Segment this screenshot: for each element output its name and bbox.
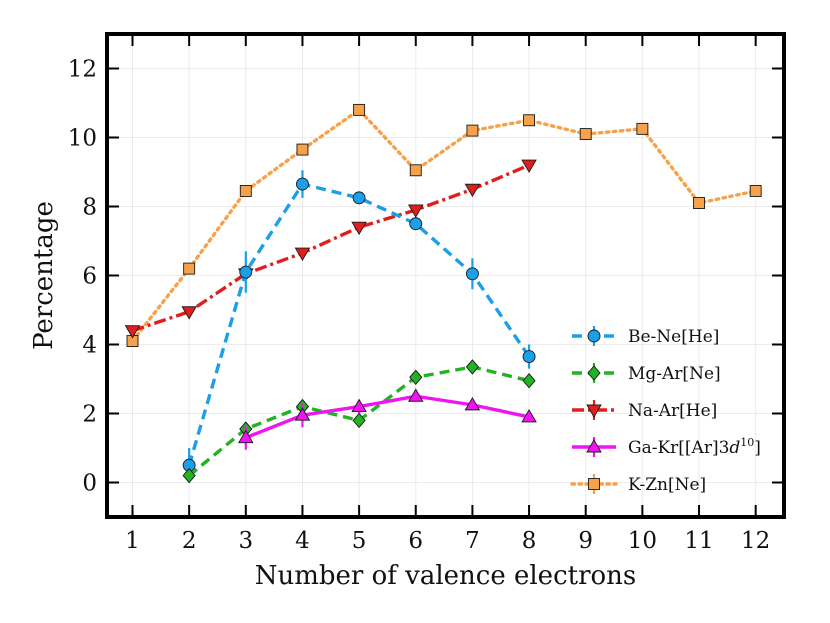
legend-item: K-Zn[Ne]	[570, 474, 706, 495]
series-Ga-Kr[[Ar]3d10]	[238, 388, 537, 450]
y-tick-label: 10	[68, 126, 97, 152]
series-K-Zn[Ne]	[126, 103, 762, 347]
series-line	[130, 108, 758, 343]
legend-label: K-Zn[Ne]	[628, 475, 706, 495]
legend-item: Ga-Kr[[Ar]3d10]	[572, 436, 761, 458]
y-tick-label: 8	[82, 195, 97, 221]
data-point	[352, 412, 366, 429]
data-point	[521, 159, 537, 173]
data-point	[296, 143, 309, 156]
data-point	[183, 262, 196, 275]
legend-marker	[586, 439, 602, 453]
data-point	[351, 221, 367, 236]
data-point	[464, 396, 481, 411]
x-tick-label: 2	[182, 528, 197, 554]
x-axis-title: Number of valence electrons	[255, 561, 637, 591]
data-point	[464, 183, 481, 198]
data-point	[352, 191, 366, 205]
legend-marker	[588, 478, 600, 490]
legend-label: Ga-Kr[[Ar]3d10]	[628, 436, 761, 458]
data-point	[466, 124, 479, 137]
data-point	[521, 409, 537, 423]
data-point	[465, 267, 479, 281]
data-point	[522, 350, 536, 364]
legend-label: Be-Ne[He]	[628, 327, 719, 347]
data-point	[579, 128, 592, 141]
data-point	[693, 197, 705, 210]
data-point	[239, 185, 252, 197]
data-point	[465, 359, 480, 375]
plot-series	[124, 103, 762, 484]
legend-label: Mg-Ar[Ne]	[628, 364, 721, 384]
data-point	[749, 185, 762, 197]
x-tick-label: 12	[741, 528, 770, 554]
y-tick-label: 2	[82, 402, 97, 428]
data-point	[522, 373, 536, 389]
x-tick-label: 8	[522, 528, 537, 554]
data-point	[409, 164, 422, 177]
data-point	[294, 407, 311, 421]
data-point	[181, 306, 197, 320]
series-line	[245, 394, 530, 440]
legend-item: Mg-Ar[Ne]	[572, 363, 721, 384]
series-line	[131, 163, 530, 333]
x-tick-label: 6	[408, 528, 423, 554]
x-tick-label: 1	[125, 528, 140, 554]
legend-marker	[587, 365, 601, 381]
legend-marker	[586, 404, 602, 418]
data-point	[182, 467, 196, 484]
y-tick-label: 12	[68, 57, 97, 83]
data-point	[238, 429, 254, 444]
data-point	[523, 114, 536, 127]
data-point	[407, 388, 424, 402]
x-tick-label: 3	[238, 528, 253, 554]
data-point	[294, 247, 311, 261]
x-tick-label: 9	[578, 528, 593, 554]
x-tick-label: 11	[684, 528, 713, 554]
legend-item: Na-Ar[He]	[572, 400, 717, 421]
legend-label: Na-Ar[He]	[628, 401, 717, 421]
legend-item: Be-Ne[He]	[572, 326, 719, 347]
data-point	[409, 217, 423, 231]
legend: Be-Ne[He] Mg-Ar[Ne] Na-Ar[He] Ga-Kr[[Ar]3d1…	[570, 326, 761, 495]
data-point	[353, 103, 366, 116]
plot-frame	[105, 32, 786, 519]
x-tick-label: 10	[628, 528, 657, 554]
data-point	[239, 265, 253, 279]
data-point	[636, 122, 649, 135]
x-tick-label: 5	[352, 528, 367, 554]
y-axis-title: Percentage	[29, 201, 59, 350]
data-point	[407, 204, 424, 218]
y-tick-label: 4	[82, 333, 97, 359]
y-tick-label: 0	[82, 471, 97, 497]
x-tick-label: 4	[295, 528, 310, 554]
data-point	[296, 177, 309, 191]
data-point	[409, 369, 423, 385]
y-tick-label: 6	[82, 264, 97, 290]
legend-marker	[587, 329, 601, 343]
x-tick-label: 7	[465, 528, 480, 554]
data-point	[351, 398, 367, 413]
data-point	[124, 325, 141, 339]
